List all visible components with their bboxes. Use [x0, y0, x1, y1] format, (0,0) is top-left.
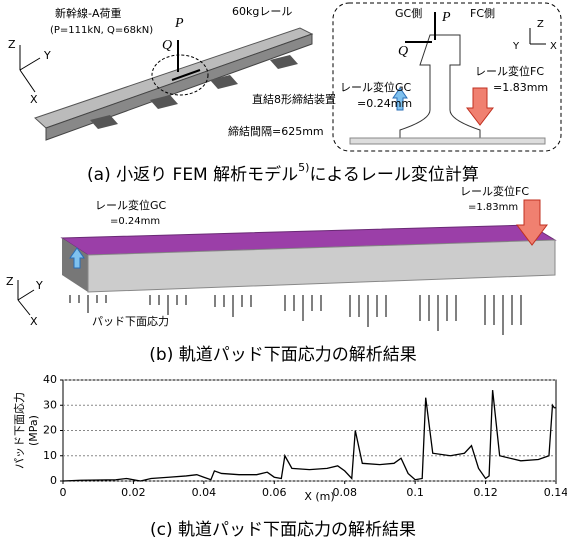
y-axis-label: (MPa) [27, 415, 40, 446]
label: FC側 [470, 7, 495, 20]
caption: (c) 軌道パッド下面応力の解析結果 [150, 520, 416, 540]
rail-top [35, 28, 312, 128]
pad [350, 138, 545, 144]
axis-label: Z [6, 275, 14, 288]
panel-b: Z Y X レール変位GC =0.24mm レール変位FC =1.83mm パッ… [6, 184, 555, 335]
chart: 0 10 20 30 40 0 0.02 0.04 0.06 0.08 0.1 0.12 0.14 X (… [12, 373, 567, 503]
rail-section [400, 35, 480, 138]
x-tick-label: 0.06 [262, 486, 287, 499]
label: (P=111kN, Q=68kN) [50, 25, 153, 36]
axis-label: X [30, 315, 38, 328]
x-tick-label: 0.04 [192, 486, 217, 499]
caption: (a) 小返り FEM 解析モデル5)によるレール変位計算 [87, 161, 479, 185]
label: =0.24mm [357, 97, 412, 110]
fc-arrow [467, 88, 493, 125]
label: Q [162, 38, 172, 53]
label: Q [398, 44, 408, 59]
axis-y [20, 58, 40, 70]
label: P [441, 10, 451, 25]
figure: Z Y X 新幹線-A荷重 (P=111kN, Q=68kN) P Q 60kg… [0, 0, 567, 547]
label: GC側 [395, 7, 422, 20]
x-tick-label: 0.1 [406, 486, 424, 499]
caption-text: (a) 小返り FEM 解析モデル [87, 164, 298, 185]
axis-label: Y [512, 41, 520, 52]
label: 60kgレール [232, 5, 292, 18]
label: パッド下面応力 [92, 314, 169, 328]
label: レール変位GC [95, 198, 167, 212]
y-tick-label: 40 [43, 373, 57, 386]
axis-label: Z [8, 38, 16, 51]
y-tick-label: 20 [43, 424, 57, 437]
panel-a: Z Y X 新幹線-A荷重 (P=111kN, Q=68kN) P Q 60kg… [8, 3, 561, 151]
caption-text: によるレール変位計算 [309, 165, 479, 185]
axis-label: Z [537, 19, 544, 30]
label: レール変位FC [475, 64, 544, 78]
axis-label: Y [35, 279, 43, 292]
x-tick-label: 0.12 [473, 486, 498, 499]
x-tick-label: 0.02 [121, 486, 146, 499]
x-tick-label: 0 [60, 486, 67, 499]
x-axis-label: X (m) [304, 490, 334, 503]
axis-y [18, 290, 34, 300]
caption-ref: 5) [298, 161, 309, 174]
y-tick-label: 30 [43, 398, 57, 411]
axis-x [20, 70, 35, 92]
label: =1.83mm [493, 81, 548, 94]
label: レール変位FC [460, 184, 529, 198]
label: 新幹線-A荷重 [55, 6, 122, 20]
label: P [174, 16, 184, 31]
y-axis-label: パッド下面応力 [12, 392, 26, 469]
y-tick-label: 10 [43, 449, 57, 462]
x-tick-label: 0.14 [544, 486, 567, 499]
x-tick-label: 0.08 [332, 486, 357, 499]
data-line [63, 390, 556, 481]
caption: (b) 軌道パッド下面応力の解析結果 [149, 345, 416, 365]
y-tick-label: 0 [50, 474, 57, 487]
page: Z Y X 新幹線-A荷重 (P=111kN, Q=68kN) P Q 60kg… [0, 0, 567, 547]
label: 直結8形締結装置 [252, 92, 336, 106]
label: =1.83mm [468, 202, 518, 213]
axis-label: Y [43, 49, 51, 62]
axis-label: X [550, 41, 557, 52]
label: レール変位GC [340, 80, 412, 94]
label: 締結間隔=625mm [228, 124, 324, 138]
axis-x [18, 300, 30, 315]
axis-label: X [30, 93, 38, 106]
label: =0.24mm [110, 216, 160, 227]
